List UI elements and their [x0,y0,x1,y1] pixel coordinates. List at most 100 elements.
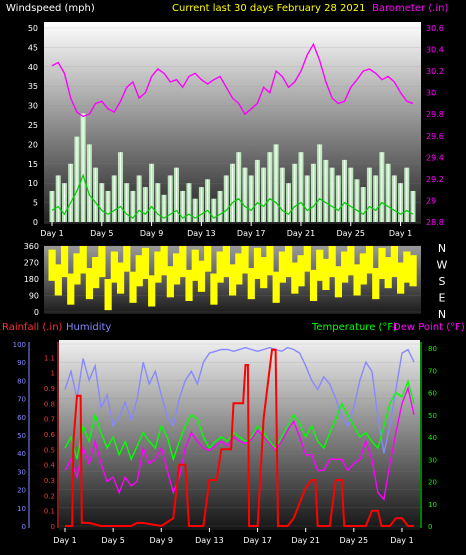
direction-band [185,269,193,301]
wind-x-tick-label: Day 17 [237,229,266,238]
compass-label: N [438,242,446,255]
direction-band [141,247,150,279]
humidity-y-tick-label: 70 [17,396,26,404]
direction-band [154,251,162,283]
humidity-y-tick-label: 90 [17,359,26,367]
wind-y-tick-label: 50 [28,24,38,33]
rain-y-tick-label: 0.5 [44,446,55,454]
direction-band [278,251,286,283]
wind-x-tick-label: Day 13 [187,229,216,238]
direction-band [309,269,318,301]
direction-band [365,246,374,274]
dewpoint-line [64,385,415,501]
temperature-series [64,379,415,462]
direction-band [241,246,249,274]
avg-wind-line [51,173,414,219]
direction-band [247,268,255,300]
direction-band [291,262,299,294]
barometer-y-tick-label: 30.4 [426,46,444,55]
direction-band [148,275,156,307]
direction-band [98,246,106,278]
rain-y-tick-label: 0.2 [44,492,55,500]
direction-band [116,262,125,294]
direction-band [172,253,181,285]
direction-band [73,253,81,285]
direction-band [179,246,187,278]
rain-y-tick-label: 0.1 [44,508,55,516]
wind-average-series [51,173,414,219]
direction-band [347,246,355,276]
temp-y-tick-label: 30 [428,456,437,464]
temp-y-tick-label: 20 [428,479,437,487]
humidity-y-tick-label: 10 [17,505,26,513]
wind-y-tick-label: 35 [28,82,38,91]
rainfall-series [65,348,414,528]
rain-y-tick-label: 0 [51,523,55,531]
wind-title: Windspeed (mph) [6,3,95,14]
direction-band [372,268,380,300]
rain-y-tick-label: 0.3 [44,477,55,485]
barometer-y-tick-label: 30.6 [426,24,444,33]
rain-x-tick-label: Day 21 [291,536,320,545]
direction-band [403,251,411,283]
direction-band [216,251,224,283]
wind-x-tick-label: Day 1 [40,229,63,238]
direction-y-axis: 0 90 180 270 360 [24,242,39,317]
rain-x-tick-label: Day 9 [150,536,173,545]
temp-y-tick-label: 50 [428,412,437,420]
direction-band [272,271,280,303]
direction-band [409,255,417,287]
direction-band [197,260,206,292]
temp-y-tick-label: 10 [428,501,437,509]
rainfall-title: Rainfall (.in) [2,322,63,333]
center-title: Current last 30 days February 28 2021 [172,3,365,14]
rain-x-tick-label: Day 13 [195,536,224,545]
direction-band [390,246,399,278]
barometer-series [51,42,414,118]
temp-y-tick-label: 60 [428,390,437,398]
wind-y-tick-label: 20 [28,140,38,149]
rain-x-tick-label: Day 25 [340,536,369,545]
direction-band [166,266,174,298]
direction-band [297,255,305,287]
direction-band [79,246,87,274]
barometer-line [51,42,414,118]
humidity-y-tick-label: 80 [17,377,26,385]
compass-label: W [437,259,448,272]
direction-band [353,264,361,296]
rain-x-tick-label: Day 1 [53,536,76,545]
dewpoint-series [64,385,415,501]
direction-band [204,246,212,272]
rain-x-axis: Day 1 Day 5 Day 9 Day 13 Day 17 Day 21 Day 25 D… [53,528,414,545]
temperature-y-axis: 0 10 20 30 40 50 60 70 80 [428,345,437,531]
rain-y-tick-label: 0.7 [44,416,55,424]
direction-band [260,257,268,289]
humidity-y-tick-label: 30 [17,468,26,476]
direction-band [384,257,392,289]
direction-band [135,255,143,287]
direction-band [67,273,75,305]
direction-band [123,246,131,272]
humidity-title: Humidity [66,322,111,333]
direction-band [235,253,243,285]
humidity-y-tick-label: 20 [17,487,26,495]
wind-x-tick-label: Day 21 [287,229,316,238]
wind-direction-series [48,246,417,311]
direction-band [222,246,230,278]
direction-band [85,268,94,300]
direction-band [110,251,118,283]
direction-band [104,279,112,311]
direction-band [129,271,137,303]
barometer-y-tick-label: 30 [426,89,436,98]
humidity-y-tick-label: 100 [13,341,26,349]
direction-y-tick-label: 90 [29,292,39,301]
direction-band [285,246,293,278]
direction-band [92,257,100,289]
barometer-y-axis: 28.8 29 29.2 29.4 29.6 29.8 30 30.2 30.4 30.6 [426,24,444,227]
barometer-y-tick-label: 29 [426,196,436,205]
direction-y-tick-label: 0 [34,308,39,317]
wind-y-tick-label: 40 [28,63,38,72]
compass-label: E [439,292,446,305]
